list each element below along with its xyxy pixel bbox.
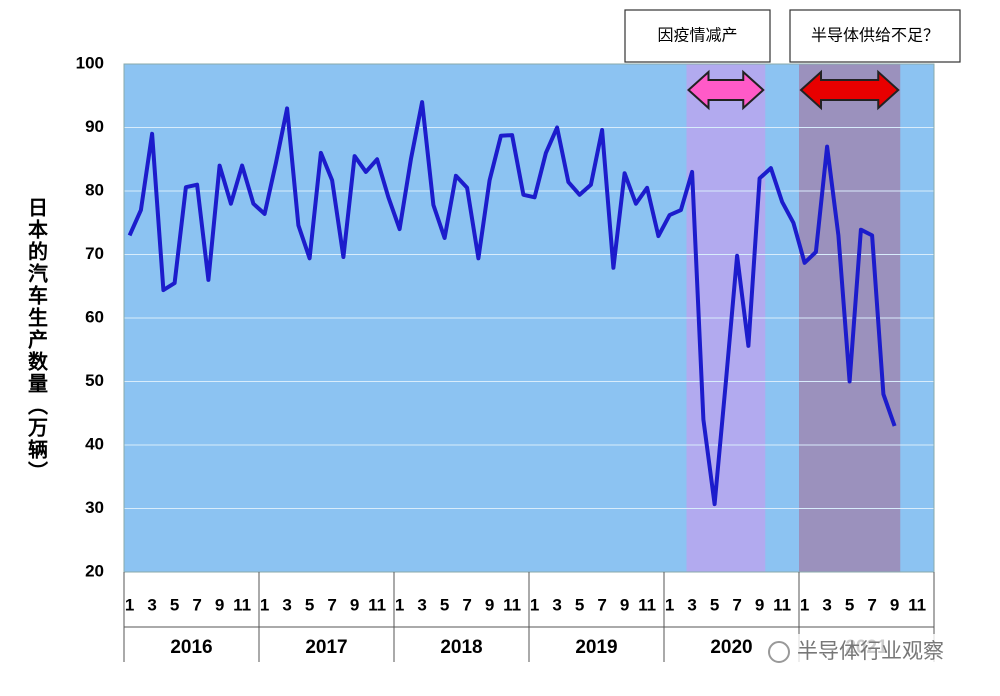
x-tick-label: 9 [485, 595, 494, 614]
year-label: 2018 [440, 637, 482, 658]
period-arrow [799, 69, 900, 111]
x-tick-label: 5 [440, 595, 449, 614]
year-label: 2016 [170, 637, 212, 658]
year-label: 2020 [710, 637, 752, 658]
x-tick-label: 3 [822, 595, 831, 614]
watermark: 半导体行业观察 [797, 639, 944, 663]
x-tick-label: 7 [597, 595, 606, 614]
x-tick-label: 5 [575, 595, 584, 614]
x-tick-label: 3 [282, 595, 291, 614]
annotation-text: 因疫情减产 [657, 26, 737, 45]
annotation-box [624, 9, 771, 63]
x-tick-label: 9 [350, 595, 359, 614]
watermark-icon [768, 641, 790, 663]
y-tick-label: 90 [85, 117, 104, 136]
x-tick-label: 11 [233, 595, 251, 614]
x-tick-label: 3 [417, 595, 426, 614]
y-tick-label: 100 [76, 53, 104, 72]
watermark-bg [758, 634, 973, 670]
y-axis-label: 日本的汽车生产数量（万辆） [25, 197, 49, 483]
x-tick-label: 9 [890, 595, 899, 614]
x-tick-label: 11 [908, 595, 926, 614]
x-tick-label: 5 [845, 595, 854, 614]
x-tick-label: 11 [773, 595, 791, 614]
period-arrow [687, 69, 765, 111]
y-tick-label: 20 [85, 561, 104, 580]
x-tick-label: 3 [552, 595, 561, 614]
x-tick-label: 5 [305, 595, 314, 614]
x-tick-label: 1 [260, 595, 269, 614]
x-tick-label: 11 [368, 595, 386, 614]
x-tick-label: 9 [215, 595, 224, 614]
x-tick-label: 7 [462, 595, 471, 614]
x-tick-label: 1 [530, 595, 539, 614]
x-tick-label: 9 [620, 595, 629, 614]
y-tick-label: 30 [85, 498, 104, 517]
x-tick-label: 7 [732, 595, 741, 614]
y-tick-label: 40 [85, 434, 104, 453]
x-tick-label: 7 [867, 595, 876, 614]
x-tick-label: 3 [147, 595, 156, 614]
x-tick-label: 7 [327, 595, 336, 614]
x-tick-label: 3 [687, 595, 696, 614]
y-tick-label: 60 [85, 307, 104, 326]
year-label: 2017 [305, 637, 347, 658]
x-tick-label: 11 [638, 595, 656, 614]
data-line [127, 100, 897, 507]
annotation-box [789, 9, 961, 63]
x-tick-label: 9 [755, 595, 764, 614]
x-tick-label: 5 [710, 595, 719, 614]
x-tick-label: 5 [170, 595, 179, 614]
year-label: 2019 [575, 637, 617, 658]
y-tick-label: 70 [85, 244, 104, 263]
annotation-text: 半导体供给不足？ [811, 26, 939, 45]
x-tick-label: 1 [395, 595, 404, 614]
y-tick-label: 50 [85, 371, 104, 390]
x-tick-label: 1 [125, 595, 134, 614]
x-tick-label: 1 [665, 595, 674, 614]
x-tick-label: 11 [503, 595, 521, 614]
y-tick-label: 80 [85, 180, 104, 199]
x-tick-label: 1 [800, 595, 809, 614]
x-tick-label: 7 [192, 595, 201, 614]
